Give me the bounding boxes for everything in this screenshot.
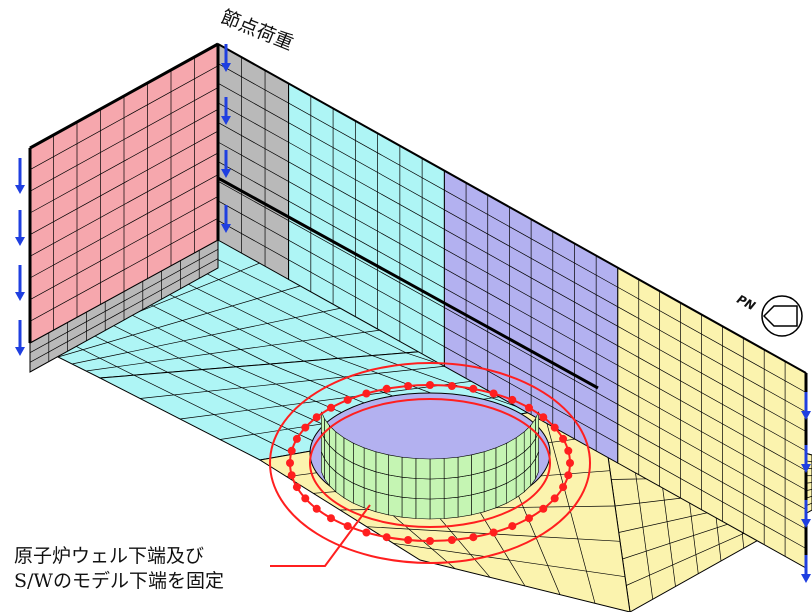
fixed-node-dot bbox=[312, 504, 321, 513]
fixed-node-dot bbox=[489, 528, 498, 537]
down-arrow-icon bbox=[801, 555, 811, 583]
fixed-node-dot bbox=[404, 382, 413, 390]
fixed-node-dot bbox=[564, 471, 573, 480]
down-arrow-icon bbox=[221, 205, 231, 233]
fixed-node-dot bbox=[343, 395, 352, 404]
fixed-node-dot bbox=[292, 434, 301, 443]
fixed-node-dot bbox=[525, 514, 533, 523]
fixed-node-dot bbox=[287, 446, 296, 455]
fixed-node-dot bbox=[312, 413, 321, 422]
back-wall-cyan bbox=[288, 82, 445, 368]
fixed-boundary-rings bbox=[269, 362, 591, 564]
fixed-node-dot bbox=[426, 537, 434, 545]
fixed-node-dot bbox=[508, 522, 517, 531]
down-arrow-icon bbox=[15, 320, 25, 356]
down-arrow-icon bbox=[15, 210, 25, 246]
left-top-edge bbox=[29, 42, 219, 150]
fixed-node-dot bbox=[292, 483, 301, 492]
fixed-node-dot bbox=[301, 423, 310, 432]
fixed-node-dot bbox=[550, 494, 559, 503]
fixed-node-dot bbox=[382, 384, 391, 393]
fixed-node-dot bbox=[343, 522, 352, 531]
fixed-node-dot bbox=[286, 459, 294, 467]
fixed-node-dot bbox=[287, 471, 296, 480]
fixed-node-dot bbox=[508, 395, 517, 404]
nodal-load-arrows bbox=[15, 44, 811, 583]
fixed-node-dot bbox=[559, 483, 568, 492]
fixed-node-dot bbox=[327, 514, 335, 523]
fixed-node-dot bbox=[539, 413, 548, 422]
down-arrow-icon bbox=[801, 500, 811, 528]
down-arrow-icon bbox=[15, 158, 25, 194]
fixed-node-dot bbox=[362, 528, 371, 537]
fixed-node-dot bbox=[469, 384, 478, 393]
down-arrow-icon bbox=[801, 392, 811, 420]
fixed-node-dot bbox=[550, 423, 559, 432]
fixed-boundary-label-line1: 原子炉ウェル下端及び bbox=[14, 545, 205, 567]
fixed-node-dot bbox=[301, 494, 310, 503]
fixed-node-dot bbox=[447, 536, 456, 544]
fixed-node-dot bbox=[525, 403, 533, 412]
outer-ring bbox=[269, 362, 591, 564]
well-wall-green bbox=[321, 411, 539, 520]
plant-north-icon bbox=[761, 295, 803, 337]
fixed-node-dot bbox=[382, 533, 391, 542]
fixed-node-dot bbox=[566, 459, 574, 467]
fixed-node-dot bbox=[426, 381, 434, 389]
fixed-node-dot bbox=[559, 434, 568, 443]
fixed-node-dot bbox=[489, 389, 498, 398]
fixed-node-dot bbox=[327, 403, 335, 412]
fixed-node-dot bbox=[469, 533, 478, 542]
fixed-boundary-label-line2: S/Wのモデル下端を固定 bbox=[14, 570, 224, 592]
fixed-node-dot bbox=[564, 446, 573, 455]
inner-ring bbox=[309, 398, 551, 528]
mid-beam-line bbox=[217, 176, 599, 390]
down-arrow-icon bbox=[221, 150, 231, 178]
fixed-node-dot bbox=[404, 536, 413, 544]
down-arrow-icon bbox=[221, 97, 231, 125]
fixed-node-dot bbox=[539, 504, 548, 513]
back-wall-gray bbox=[217, 43, 290, 281]
down-arrow-icon bbox=[801, 445, 811, 473]
fixed-node-dot bbox=[362, 389, 371, 398]
fixed-node-dot bbox=[447, 382, 456, 390]
callout-leader bbox=[270, 504, 371, 567]
back-top-edge bbox=[217, 43, 807, 374]
down-arrow-icon bbox=[221, 44, 231, 72]
down-arrow-icon bbox=[15, 265, 25, 301]
fem-mesh bbox=[28, 42, 812, 612]
